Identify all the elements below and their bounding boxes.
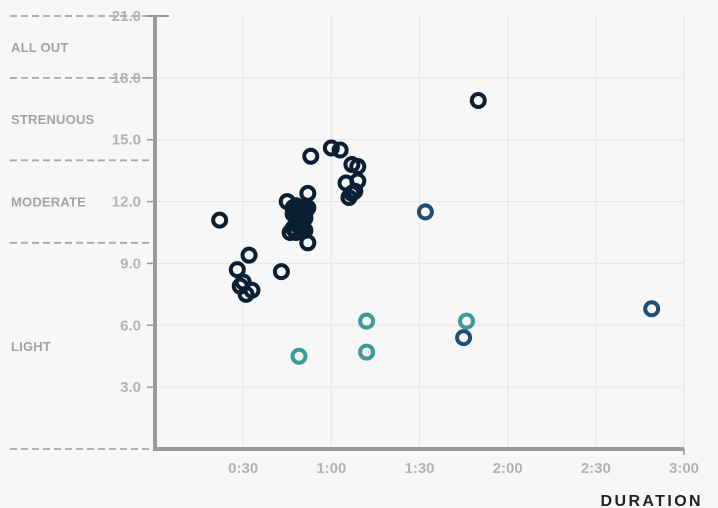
data-point: [349, 172, 367, 190]
data-point: [272, 263, 290, 281]
data-point: [290, 347, 308, 365]
y-tick-label: 21.0: [112, 8, 141, 25]
data-point: [469, 92, 487, 110]
data-point-ring: [299, 199, 317, 217]
data-point: [331, 141, 349, 159]
data-point-ring: [455, 329, 473, 347]
x-tick-label: 3:00: [669, 460, 699, 477]
x-tick-label: 0:30: [228, 460, 258, 477]
data-point-ring: [243, 281, 261, 299]
x-tick-label: 1:00: [316, 460, 346, 477]
axes: [153, 16, 685, 455]
data-point-ring: [458, 312, 476, 330]
y-tick-label: 3.0: [120, 379, 141, 396]
data-point: [211, 211, 229, 229]
x-tick-label: 2:30: [581, 460, 611, 477]
data-point-ring: [290, 347, 308, 365]
data-point-ring: [299, 184, 317, 202]
y-tick-label: 18.0: [112, 70, 141, 87]
data-point-ring: [349, 172, 367, 190]
data-point: [322, 139, 340, 157]
data-point-ring: [302, 147, 320, 165]
y-tick-label: 15.0: [112, 132, 141, 149]
data-point: [455, 329, 473, 347]
data-point: [243, 281, 261, 299]
data-point-ring: [299, 234, 317, 252]
data-point-ring: [240, 246, 258, 264]
data-point-ring: [272, 263, 290, 281]
data-point: [358, 312, 376, 330]
tick-labels: 3.0 6.0 9.0 12.0 15.0 18.0 21.0 0:30 1:00 1:30 2:0…: [112, 8, 699, 477]
data-points: [211, 92, 661, 365]
data-point-ring: [643, 300, 661, 318]
x-tick-label: 1:30: [404, 460, 434, 477]
y-tick-label: 12.0: [112, 194, 141, 211]
intensity-zones: LIGHT MODERATE STRENUOUS ALL OUT: [10, 15, 155, 450]
zone-label: MODERATE: [11, 195, 86, 210]
y-tick-label: 6.0: [120, 317, 141, 334]
data-point-ring: [469, 92, 487, 110]
data-point: [302, 147, 320, 165]
data-point: [299, 234, 317, 252]
data-point-ring: [211, 211, 229, 229]
data-point: [358, 343, 376, 361]
zone-label: ALL OUT: [11, 40, 69, 55]
y-tick-label: 9.0: [120, 255, 141, 272]
grid: [155, 16, 685, 449]
data-point-ring: [416, 203, 434, 221]
data-point-ring: [358, 312, 376, 330]
data-point: [299, 199, 317, 217]
data-point: [643, 300, 661, 318]
data-point: [299, 184, 317, 202]
data-point: [458, 312, 476, 330]
x-tick-label: 2:00: [493, 460, 523, 477]
zone-label: STRENUOUS: [11, 112, 95, 127]
x-axis-title: DURATION: [601, 493, 703, 508]
data-point: [416, 203, 434, 221]
data-point-ring: [331, 141, 349, 159]
data-point: [240, 246, 258, 264]
zone-label: LIGHT: [11, 339, 51, 354]
data-point-ring: [322, 139, 340, 157]
data-point-ring: [358, 343, 376, 361]
